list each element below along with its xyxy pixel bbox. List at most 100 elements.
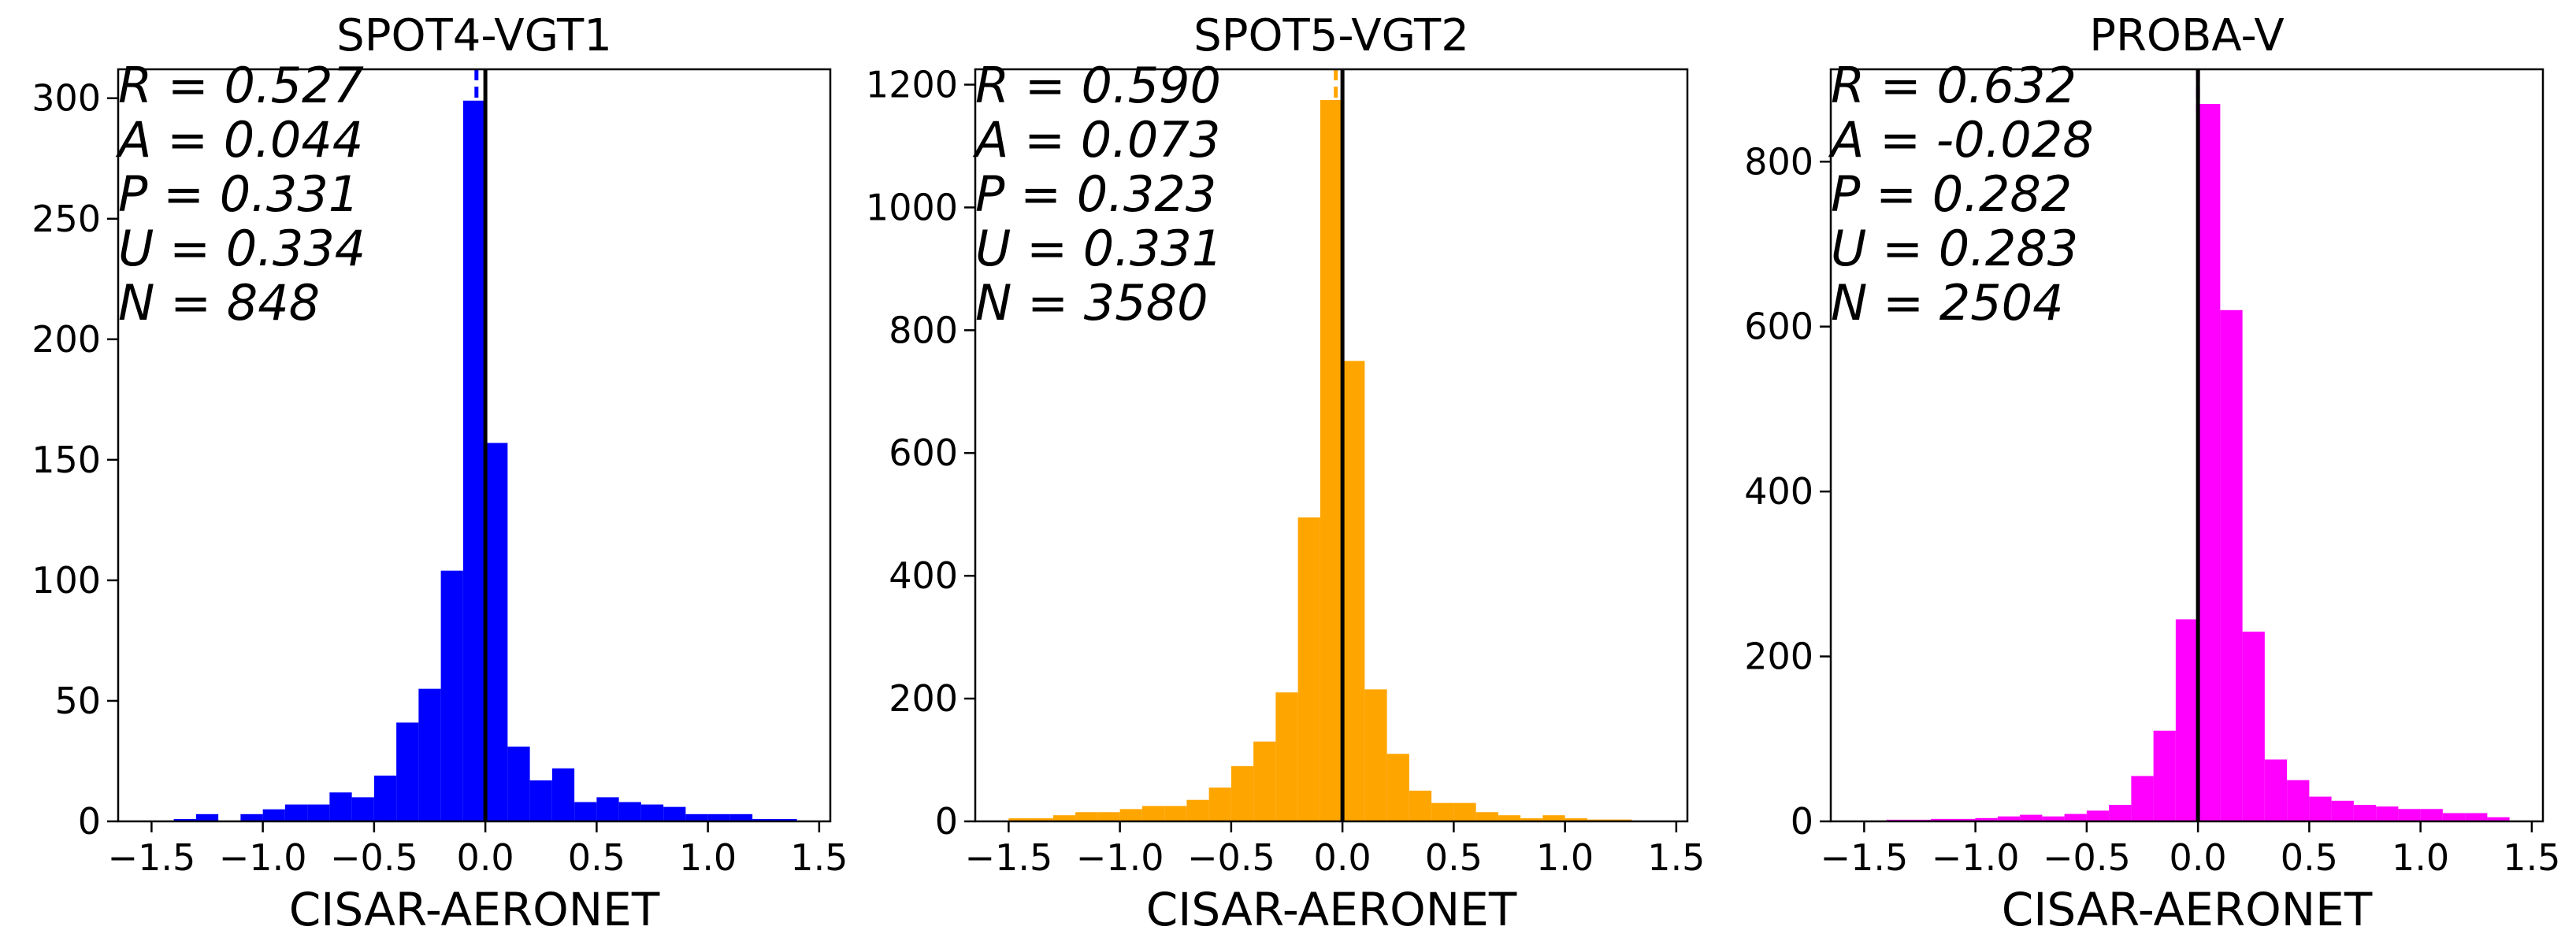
- x-tick-label: 1.5: [2503, 836, 2560, 879]
- histogram-bar: [2398, 809, 2421, 821]
- histogram-bar: [1052, 815, 1076, 821]
- x-tick-label: 1.0: [679, 836, 737, 879]
- stats-annotation: R = 0.527 A = 0.044 P = 0.331 U = 0.334 …: [115, 57, 369, 332]
- stat-n: N = 3580: [975, 274, 1208, 332]
- histogram-bar: [1097, 812, 1120, 821]
- histogram-bar: [1453, 802, 1476, 821]
- stat-u: U = 0.334: [118, 220, 366, 277]
- histogram-bar: [173, 818, 196, 821]
- histogram-bar: [1119, 809, 1142, 821]
- x-tick-label: −1.0: [1076, 836, 1164, 879]
- stat-a: A = -0.028: [1828, 111, 2094, 169]
- histogram-bar: [1320, 99, 1343, 821]
- histogram-bar: [462, 100, 486, 821]
- x-axis-label: CISAR-AERONET: [2002, 883, 2373, 936]
- stat-r: R = 0.590: [975, 57, 1221, 114]
- stat-u: U = 0.283: [1831, 220, 2078, 277]
- y-tick-label: 150: [32, 439, 101, 481]
- histogram-bar: [752, 818, 775, 821]
- histogram-bar: [2487, 817, 2510, 821]
- histogram-bars: [1008, 99, 1632, 821]
- y-axis-ticks: 0 200 400 600 800: [1744, 140, 1831, 843]
- histogram-bar: [529, 780, 552, 821]
- histogram-bar: [2309, 796, 2332, 821]
- histogram-bar: [685, 813, 708, 821]
- histogram-bar: [1364, 689, 1387, 821]
- histogram-bar: [307, 804, 330, 821]
- histogram-bar: [1520, 818, 1543, 821]
- stats-annotation: R = 0.632 A = -0.028 P = 0.282 U = 0.283…: [1828, 57, 2098, 332]
- histogram-bar: [329, 792, 352, 821]
- x-tick-label: −1.0: [219, 836, 307, 879]
- x-tick-label: 1.0: [1536, 836, 1594, 879]
- y-tick-label: 400: [889, 554, 958, 597]
- x-axis-label: CISAR-AERONET: [1146, 883, 1517, 936]
- y-tick-label: 200: [1744, 636, 1813, 678]
- y-tick-label: 100: [32, 559, 101, 602]
- histogram-bar: [1475, 812, 1498, 821]
- y-tick-label: 400: [1744, 470, 1813, 513]
- y-tick-label: 800: [889, 309, 958, 351]
- histogram-bar: [2042, 816, 2065, 821]
- histogram-bar: [2153, 730, 2176, 821]
- y-axis-ticks: 0 200 400 600 800 1000 1200: [866, 63, 975, 843]
- histogram-bar: [1253, 741, 1276, 821]
- histogram-bar: [2442, 813, 2466, 821]
- x-tick-label: −1.5: [108, 836, 196, 879]
- y-tick-label: 0: [935, 800, 958, 843]
- histogram-bar: [640, 804, 664, 821]
- histogram-bar: [596, 797, 619, 821]
- histogram-bar: [618, 802, 641, 821]
- histogram-bar: [1008, 818, 1031, 821]
- stat-u: U = 0.331: [975, 220, 1223, 277]
- x-axis-ticks: −1.5 −1.0 −0.5 0.0 0.5 1.0 1.5: [1821, 821, 2560, 879]
- stat-n: N = 848: [118, 274, 320, 332]
- x-tick-label: 0.0: [1314, 836, 1372, 879]
- stat-n: N = 2504: [1831, 274, 2064, 332]
- histogram-bar: [551, 768, 575, 821]
- x-tick-label: 0.5: [1425, 836, 1483, 879]
- x-tick-label: 0.5: [568, 836, 625, 879]
- histogram-bar: [1230, 765, 1254, 821]
- plot-frame: [1829, 68, 2544, 823]
- histogram-bar: [2420, 809, 2443, 821]
- y-tick-label: 0: [1791, 800, 1813, 843]
- y-tick-label: 300: [32, 77, 101, 120]
- y-tick-label: 600: [889, 432, 958, 474]
- histogram-bar: [707, 813, 730, 821]
- histogram-bar: [2376, 806, 2399, 821]
- histogram-bar: [1342, 361, 1365, 821]
- histogram-bar: [2020, 814, 2043, 821]
- histogram-bar: [507, 747, 530, 821]
- stat-p: P = 0.331: [118, 165, 359, 223]
- histogram-bar: [774, 818, 797, 821]
- y-axis-ticks: 0 50 100 150 200 250 300: [32, 77, 118, 843]
- x-tick-label: 0.0: [2170, 836, 2227, 879]
- x-tick-label: −0.5: [1187, 836, 1275, 879]
- histogram-bar: [1186, 799, 1209, 821]
- histogram-bar: [1931, 818, 1954, 821]
- histogram-bars: [173, 100, 797, 821]
- x-tick-label: −1.5: [1821, 836, 1909, 879]
- histogram-bar: [2220, 309, 2243, 821]
- chart-panel-spot4-vgt1: −1.5 −1.0 −0.5 0.0 0.5 1.0 1.5 0 50 100 150 200 250…: [32, 10, 848, 936]
- x-axis-ticks: −1.5 −1.0 −0.5 0.0 0.5 1.0 1.5: [108, 821, 848, 879]
- x-tick-label: 1.5: [790, 836, 848, 879]
- stat-r: R = 0.527: [118, 57, 364, 114]
- stat-r: R = 0.632: [1831, 57, 2077, 114]
- chart-title: PROBA-V: [2089, 10, 2285, 61]
- histogram-bar: [440, 570, 463, 821]
- x-tick-label: −0.5: [2043, 836, 2131, 879]
- chart-title: SPOT4-VGT1: [336, 10, 612, 61]
- x-axis-label: CISAR-AERONET: [289, 883, 660, 936]
- histogram-bar: [1030, 818, 1053, 821]
- histogram-bar: [1953, 818, 1976, 821]
- y-tick-label: 1200: [866, 63, 958, 106]
- histogram-bar: [663, 806, 686, 821]
- histogram-bar: [240, 813, 263, 821]
- histogram-bar: [351, 797, 374, 821]
- y-tick-label: 50: [54, 680, 101, 722]
- histogram-bar: [2331, 800, 2354, 821]
- y-tick-label: 800: [1744, 140, 1813, 183]
- x-tick-label: 1.0: [2392, 836, 2449, 879]
